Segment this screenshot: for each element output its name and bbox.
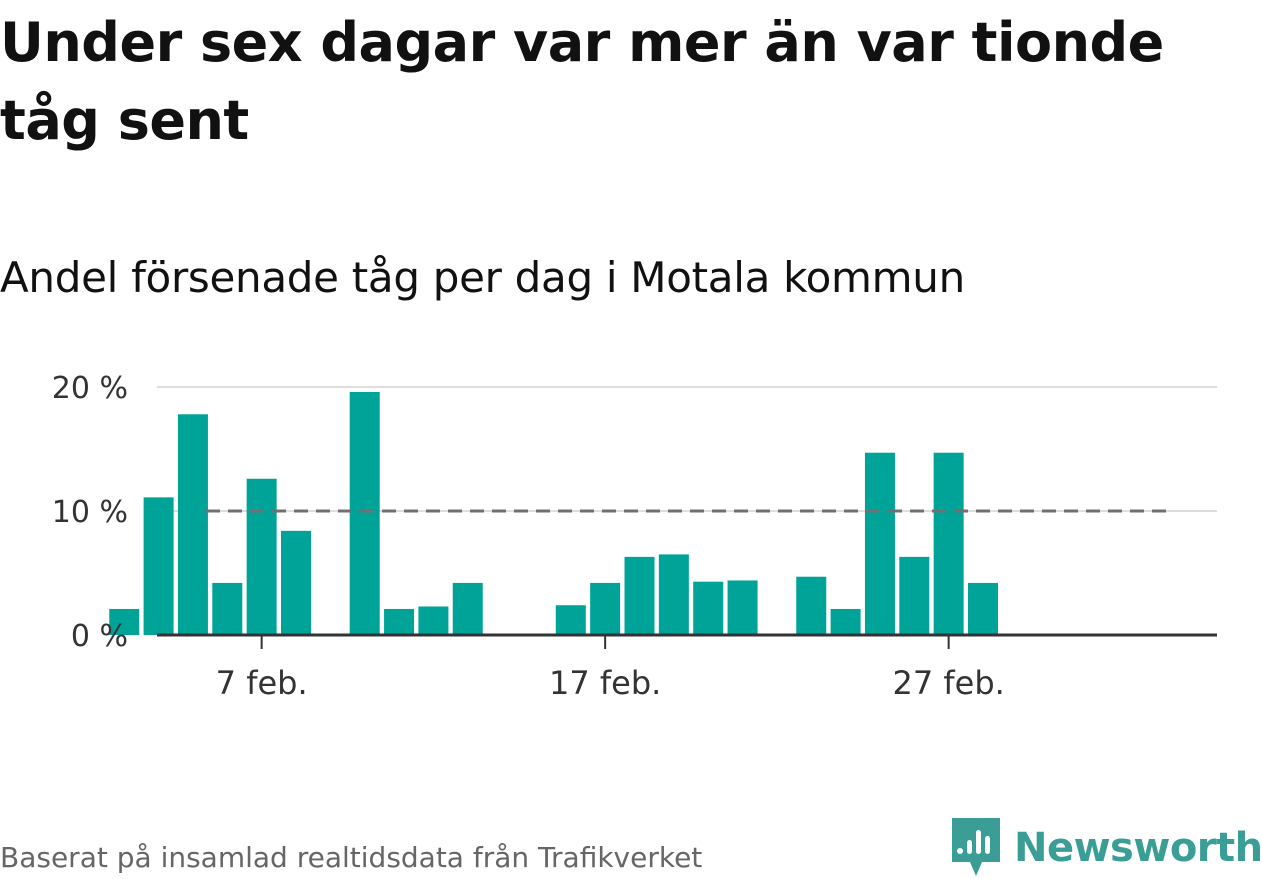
bar [899,556,930,635]
bar [177,414,208,635]
bar [830,608,861,635]
bar [796,576,827,635]
y-tick-label: 0 % [71,619,128,654]
bar [212,582,243,635]
brand-logo: Newsworthy [952,818,1262,878]
chart-title: Under sex dagar var mer än var tionde tå… [0,11,1164,152]
x-tick-label: 7 feb. [216,664,308,702]
bar-chart: 0 % 10 % 20 % 7 feb. 17 feb. 27 feb. [52,371,1217,702]
bar [143,497,174,635]
x-tick-label: 17 feb. [549,664,661,702]
bar [281,530,311,635]
bar [384,608,415,635]
newsworthy-logo-icon [952,818,1000,876]
bar [933,452,964,635]
bar [864,452,895,635]
bar [555,605,586,635]
bar [624,556,655,635]
bar [693,581,724,635]
bar [109,608,140,635]
bar [246,478,277,635]
brand-name: Newsworthy [1014,825,1262,871]
bar [658,554,689,635]
chart-subtitle: Andel försenade tåg per dag i Motala kom… [0,253,965,302]
bar [727,580,758,635]
bar [418,606,449,635]
bars [109,391,998,635]
grid-lines [157,386,1217,512]
axes: 0 % 10 % 20 % 7 feb. 17 feb. 27 feb. [52,371,1217,702]
bar [590,582,621,635]
y-tick-label: 10 % [52,495,128,530]
bar [452,582,483,635]
y-tick-label: 20 % [52,371,128,406]
bar [349,391,380,635]
bar [968,582,998,635]
source-note: Baserat på insamlad realtidsdata från Tr… [0,841,703,874]
x-tick-label: 27 feb. [892,664,1004,702]
